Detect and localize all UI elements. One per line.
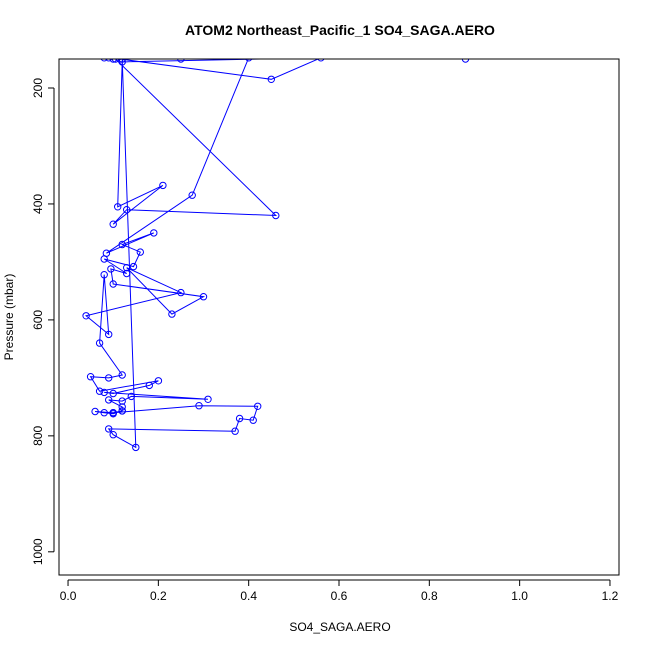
data-point (231, 427, 239, 435)
data-point (272, 211, 280, 220)
data-point (105, 396, 113, 404)
data-layer (82, 59, 470, 452)
x-axis-label: SO4_SAGA.AERO (289, 620, 390, 634)
data-point (249, 416, 257, 424)
data-point (136, 248, 145, 256)
data-point (199, 293, 208, 301)
data-point (118, 59, 126, 66)
data-point (109, 389, 117, 398)
data-point (116, 59, 124, 63)
data-point (118, 240, 126, 249)
data-point (204, 395, 212, 403)
data-point (145, 381, 154, 390)
y-axis: 200 400 600 800 1000 (31, 78, 55, 565)
data-point (95, 387, 104, 395)
x-tick-label: 1.0 (511, 589, 528, 603)
data-point (168, 310, 176, 318)
data-point (267, 75, 275, 84)
data-point (100, 409, 108, 417)
data-point (118, 407, 126, 415)
y-tick-label: 200 (31, 78, 45, 98)
x-axis: 0.0 0.2 0.4 0.6 0.8 1.0 1.2 (60, 579, 619, 603)
data-point (82, 312, 90, 320)
data-point (118, 59, 126, 63)
y-tick-label: 1000 (31, 538, 45, 565)
data-point (235, 414, 244, 423)
data-point (109, 409, 117, 417)
plot-area (82, 59, 470, 452)
data-point (123, 264, 131, 272)
x-tick-label: 0.0 (60, 589, 77, 603)
data-point (114, 203, 122, 211)
data-point (105, 374, 113, 382)
data-point (245, 59, 253, 62)
data-point (118, 403, 126, 411)
plot-frame (58, 58, 620, 576)
data-point (132, 443, 140, 452)
y-tick-label: 400 (31, 194, 45, 214)
data-point (100, 388, 108, 397)
data-point (118, 397, 126, 405)
data-point (95, 339, 104, 347)
data-point (109, 431, 117, 439)
data-point (109, 280, 117, 288)
data-point (129, 262, 138, 271)
data-point (123, 269, 131, 278)
data-point (109, 220, 117, 228)
data-point (100, 255, 108, 263)
data-point (177, 288, 185, 297)
data-point (111, 59, 120, 63)
x-tick-label: 0.8 (421, 589, 438, 603)
y-tick-label: 600 (31, 310, 45, 330)
data-point (86, 373, 95, 381)
data-point (100, 59, 108, 62)
data-point (118, 371, 126, 379)
chart-title: ATOM2 Northeast_Pacific_1 SO4_SAGA.AERO (185, 22, 495, 38)
y-axis-label: Pressure (mbar) (2, 274, 16, 361)
y-tick-label: 800 (31, 426, 45, 446)
data-point (105, 425, 113, 433)
data-point (91, 407, 99, 416)
data-point (109, 59, 117, 63)
data-point (195, 402, 203, 410)
data-point (105, 330, 113, 339)
data-point (127, 392, 136, 401)
data-point (150, 229, 158, 237)
data-point (159, 181, 167, 190)
data-point (254, 402, 262, 410)
x-tick-label: 0.6 (331, 589, 348, 603)
data-point (317, 59, 325, 62)
data-point (188, 191, 196, 199)
data-point (177, 59, 185, 63)
x-tick-label: 0.4 (240, 589, 257, 603)
x-tick-label: 0.2 (150, 589, 167, 603)
data-point (461, 59, 470, 63)
x-tick-label: 1.2 (602, 589, 619, 603)
data-point (100, 271, 108, 279)
data-point (107, 265, 115, 273)
data-point (105, 59, 113, 62)
data-point (154, 377, 163, 385)
data-point (123, 206, 131, 214)
